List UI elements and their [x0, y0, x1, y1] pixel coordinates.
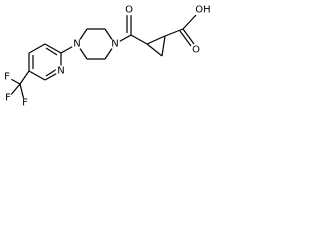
atom-label: O	[125, 5, 133, 16]
atom-label: N	[73, 39, 80, 50]
label-mask	[109, 38, 121, 50]
bond	[19, 83, 25, 101]
label-mask	[3, 93, 13, 103]
bond	[45, 68, 58, 77]
atom-label: O	[192, 45, 200, 56]
atom-label: N	[57, 66, 64, 77]
bond	[182, 28, 195, 45]
label-mask	[123, 4, 135, 16]
label-mask	[20, 98, 30, 108]
label-mask	[2, 72, 12, 82]
bond	[146, 35, 166, 45]
bond	[28, 70, 46, 81]
molecule-diagram: F F F N N N O OH O	[2, 2, 211, 109]
bond	[146, 43, 163, 57]
bond	[19, 70, 30, 85]
bond	[130, 34, 148, 45]
atom-label: F	[4, 72, 10, 83]
label-mask	[71, 38, 83, 50]
atom-label: F	[22, 98, 28, 109]
label-mask	[55, 65, 67, 77]
label-mask	[195, 2, 211, 18]
bond	[28, 43, 46, 54]
label-mask	[190, 44, 202, 56]
atom-label: N	[111, 39, 118, 50]
bond	[45, 47, 58, 56]
bond	[179, 30, 192, 47]
bonds	[8, 14, 197, 101]
atom-label: OH	[195, 5, 210, 16]
bond	[182, 14, 197, 30]
atom-label: F	[5, 93, 11, 104]
bond	[9, 83, 21, 97]
bond	[164, 28, 184, 37]
bond	[44, 43, 62, 54]
bond	[161, 35, 166, 57]
atom-labels: F F F N N N O OH O	[2, 2, 211, 109]
